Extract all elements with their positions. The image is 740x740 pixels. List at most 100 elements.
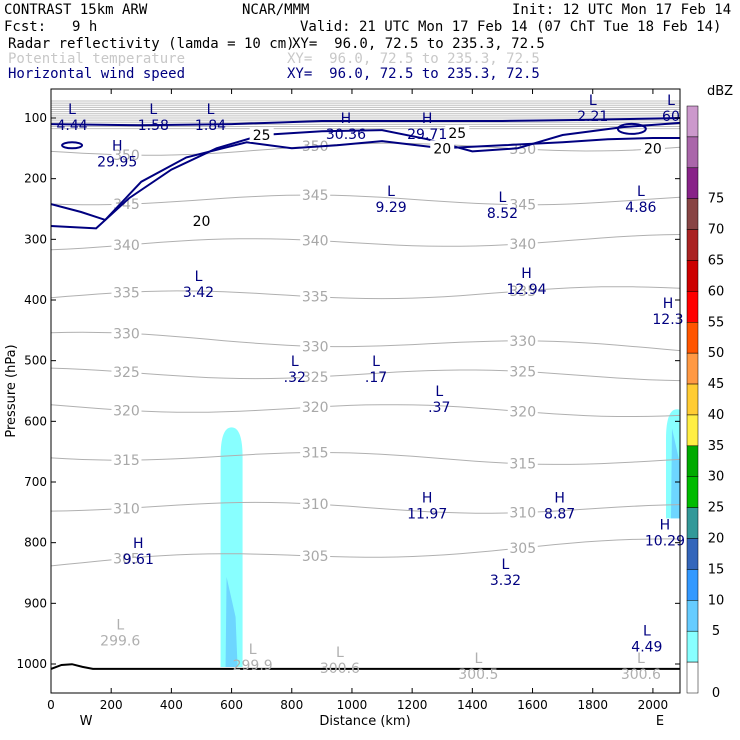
- theta-label-310: 310: [113, 501, 140, 517]
- theta-extremum-value: 300.6: [621, 667, 661, 683]
- x-tick-label: 1000: [337, 698, 368, 712]
- colorbar-level-label: 30: [708, 470, 725, 485]
- theta-label-345: 345: [113, 197, 140, 213]
- theta-label-340: 340: [509, 237, 536, 253]
- colorbar-swatch: [686, 476, 699, 508]
- extremum-value: 11.97: [407, 506, 447, 522]
- theta-label-330: 330: [113, 326, 140, 342]
- x-tick-label: 1600: [517, 698, 548, 712]
- theta-label-330: 330: [302, 339, 329, 355]
- theta-label-bg: [111, 325, 142, 341]
- theta-extremum-L: L: [116, 618, 124, 634]
- colorbar-level-label: 25: [708, 501, 725, 516]
- theta-label-bg: [507, 282, 538, 298]
- colorbar-swatch: [686, 136, 699, 169]
- colorbar-level-label: 60: [708, 284, 725, 299]
- extremum-value: 12.3: [652, 312, 683, 328]
- colorbar-title: dBZ: [707, 84, 733, 99]
- wind-label-20: 20: [433, 141, 451, 157]
- theta-label-335: 335: [113, 285, 140, 301]
- extremum-H: H: [133, 536, 144, 552]
- theta-extremum-L: L: [336, 645, 344, 661]
- theta-label-bg: [300, 496, 331, 512]
- colorbar-swatch: [686, 291, 699, 323]
- wind-contour-25: [51, 117, 680, 127]
- field-theta-xy: XY= 96.0, 72.5 to 235.3, 72.5: [287, 51, 540, 67]
- colorbar-level-label: 40: [708, 408, 725, 423]
- extremum-H: H: [554, 490, 565, 506]
- theta-label-330: 330: [509, 334, 536, 350]
- y-tick-label: 900: [24, 596, 47, 610]
- colorbar-level-label: 20: [708, 532, 725, 547]
- extremum-value: 2.21: [577, 109, 608, 125]
- fcst-value: 9 h: [72, 19, 98, 35]
- extremum-L: L: [667, 93, 675, 109]
- theta-label-350: 350: [509, 142, 536, 158]
- theta-label-350: 350: [113, 148, 140, 164]
- extremum-L: L: [195, 269, 203, 285]
- extremum-H: H: [660, 518, 671, 534]
- x-tick-label: 200: [100, 698, 123, 712]
- colorbar-swatch: [686, 229, 699, 261]
- theta-label-bg: [300, 368, 331, 384]
- theta-contour-305: [51, 538, 680, 567]
- y-tick-label: 200: [24, 172, 47, 186]
- extremum-value: 8.87: [544, 506, 575, 522]
- extremum-value: 8.52: [487, 206, 518, 222]
- wind-contour-20: [51, 121, 680, 230]
- theta-label-bg: [300, 288, 331, 304]
- extremum-L: L: [589, 93, 597, 109]
- theta-contour-330: [51, 331, 680, 352]
- extremum-H: H: [521, 266, 532, 282]
- theta-label-335: 335: [509, 284, 536, 300]
- theta-label-bg: [507, 196, 538, 212]
- theta-extremum-L: L: [474, 651, 482, 667]
- theta-label-bg: [111, 500, 142, 516]
- theta-contour-345: [51, 194, 680, 206]
- theta-label-305: 305: [509, 541, 536, 557]
- colorbar-level-label: 0: [712, 686, 720, 701]
- extremum-value: 10.29: [645, 534, 685, 550]
- theta-label-320: 320: [509, 405, 536, 421]
- x-end-label-left: W: [80, 714, 93, 729]
- theta-contour-325: [51, 367, 680, 382]
- extremum-value: 3.32: [490, 573, 521, 589]
- field-wind-name: Horizontal wind speed: [8, 66, 186, 82]
- extremum-L: L: [291, 354, 299, 370]
- wind-label-bg: [430, 140, 455, 156]
- x-tick-label: 0: [47, 698, 55, 712]
- theta-label-325: 325: [302, 370, 329, 386]
- theta-label-bg: [300, 232, 331, 248]
- theta-contour-340: [51, 234, 680, 251]
- theta-label-bg: [111, 550, 142, 566]
- extremum-value: 29.71: [407, 127, 447, 143]
- x-tick-label: 1400: [457, 698, 488, 712]
- extremum-value: 30.36: [326, 127, 366, 143]
- wind-label-20: 20: [644, 141, 662, 157]
- theta-label-305: 305: [113, 551, 140, 567]
- extremum-H: H: [663, 296, 674, 312]
- extremum-L: L: [637, 184, 645, 200]
- reflectivity-layer: [220, 409, 680, 668]
- colorbar-swatch: [686, 105, 699, 138]
- colorbar: dBZ 0 5 10 15 20 25 30 35 40 45 50 55 60 65 70 75: [686, 84, 733, 701]
- wind-label-bg: [445, 125, 470, 141]
- org-label: NCAR/MMM: [242, 2, 310, 18]
- theta-label-bg: [507, 455, 538, 471]
- theta-label-bg: [111, 284, 142, 300]
- theta-extremum-L: L: [249, 642, 257, 658]
- extremum-L: L: [207, 102, 215, 118]
- field-wind-xy: XY= 96.0, 72.5 to 235.3, 72.5: [287, 66, 540, 82]
- extremum-value: 9.61: [123, 552, 154, 568]
- fcst-label: Fcst:: [4, 19, 47, 35]
- colorbar-level-label: 75: [708, 192, 725, 207]
- theta-label-315: 315: [509, 457, 536, 473]
- wind-label-bg: [189, 213, 214, 229]
- extremum-value: 60: [662, 109, 680, 125]
- extremum-value: .17: [365, 370, 387, 386]
- valid-time: Valid: 21 UTC Mon 17 Feb 14 (07 ChT Tue …: [300, 19, 722, 35]
- colorbar-swatch: [686, 414, 699, 447]
- theta-contour-320: [51, 404, 680, 417]
